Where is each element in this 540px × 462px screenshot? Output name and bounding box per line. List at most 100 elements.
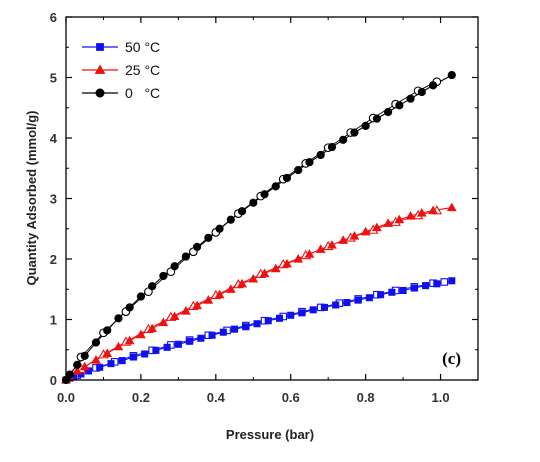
y-tick-label: 2 (50, 252, 57, 267)
adsorption-point (282, 173, 292, 183)
x-axis-ticks: 0.0 0.2 0.4 0.6 0.8 1.0 (57, 17, 450, 405)
adsorption-point (446, 202, 457, 212)
adsorption-point (113, 341, 124, 351)
adsorption-point (148, 282, 157, 291)
adsorption-point (365, 294, 373, 302)
adsorption-point (448, 277, 456, 285)
adsorption-point (350, 128, 359, 137)
adsorption-point (405, 211, 416, 220)
x-tick-label: 0.2 (132, 390, 150, 405)
adsorption-point (226, 215, 235, 224)
x-tick-label: 0.0 (57, 390, 75, 405)
adsorption-point (169, 311, 180, 321)
adsorption-point (339, 135, 348, 144)
adsorption-point (159, 271, 168, 281)
adsorption-point (215, 224, 224, 233)
x-tick-label: 0.6 (282, 390, 300, 405)
adsorption-point (174, 340, 182, 348)
adsorption-point (327, 142, 337, 152)
adsorption-point (447, 70, 456, 80)
y-axis-title: Quantity Adsorbed (mmol/g) (24, 110, 39, 285)
panel-label: (c) (442, 349, 461, 368)
data-marks (61, 70, 457, 385)
adsorption-point (343, 299, 351, 307)
adsorption-point (124, 335, 135, 345)
adsorption-point (136, 292, 146, 301)
adsorption-point (103, 326, 112, 335)
adsorption-point (102, 348, 113, 357)
adsorption-point (428, 205, 438, 215)
adsorption-point (91, 338, 101, 347)
x-axis-title: Pressure (bar) (226, 427, 314, 442)
adsorption-point (416, 208, 427, 217)
adsorption-point (253, 320, 261, 328)
adsorption-point (315, 244, 326, 253)
adsorption-point (96, 363, 104, 371)
adsorption-point (349, 231, 360, 240)
adsorption-point (422, 282, 430, 290)
adsorption-point (259, 268, 270, 278)
adsorption-point (147, 323, 158, 333)
x-tick-label: 0.4 (207, 390, 226, 405)
adsorption-point (428, 81, 438, 90)
adsorption-point (316, 150, 325, 160)
adsorption-point (327, 240, 337, 249)
adsorption-point (231, 325, 239, 333)
adsorption-point (114, 314, 123, 323)
adsorption-point (320, 303, 328, 311)
adsorption-point (309, 306, 317, 314)
adsorption-point (237, 278, 247, 288)
legend-label: 0 °C (125, 85, 160, 101)
adsorption-point (118, 357, 126, 365)
adsorption-point (371, 222, 382, 232)
adsorption-point (332, 301, 340, 309)
adsorption-point (399, 286, 407, 294)
adsorption-point (377, 291, 385, 299)
adsorption-point (304, 249, 315, 258)
adsorption-point (270, 263, 281, 273)
y-tick-label: 3 (50, 192, 57, 207)
adsorption-point (186, 337, 194, 345)
adsorption-point (170, 262, 179, 271)
x-tick-label: 0.8 (357, 390, 375, 405)
adsorption-point (360, 226, 371, 236)
y-tick-label: 5 (50, 71, 57, 86)
adsorption-point (384, 107, 393, 117)
adsorption-point (433, 280, 441, 288)
adsorption-point (80, 351, 89, 360)
adsorption-point (260, 190, 269, 199)
adsorption-point (125, 303, 134, 312)
legend: 50 °C 25 °C 0 °C (82, 39, 160, 101)
adsorption-point (305, 158, 314, 167)
adsorption-point (214, 289, 225, 299)
adsorption-point (107, 360, 115, 368)
y-tick-label: 6 (50, 10, 57, 25)
adsorption-point (197, 334, 205, 342)
adsorption-point (180, 306, 191, 315)
adsorption-point (383, 218, 393, 227)
adsorption-point (388, 288, 396, 296)
adsorption-point (406, 94, 415, 103)
adsorption-point (294, 165, 303, 175)
adsorption-point (72, 365, 83, 375)
adsorption-point (225, 284, 236, 293)
adsorption-point (73, 360, 82, 369)
adsorption-point (395, 101, 404, 110)
adsorption-point (91, 355, 101, 364)
adsorption-point (298, 309, 306, 317)
adsorption-point (158, 317, 169, 327)
y-tick-label: 0 (50, 373, 57, 388)
legend-label: 25 °C (125, 62, 160, 78)
adsorption-point (181, 252, 190, 261)
adsorption-point (208, 331, 216, 339)
adsorption-point (163, 343, 171, 351)
legend-label: 50 °C (125, 39, 160, 55)
adsorption-point (249, 198, 258, 207)
adsorption-point (271, 182, 280, 191)
adsorption-point (129, 353, 137, 361)
y-axis-ticks: 0 1 2 3 4 5 6 (50, 10, 478, 388)
legend-marker-circle (95, 88, 105, 98)
